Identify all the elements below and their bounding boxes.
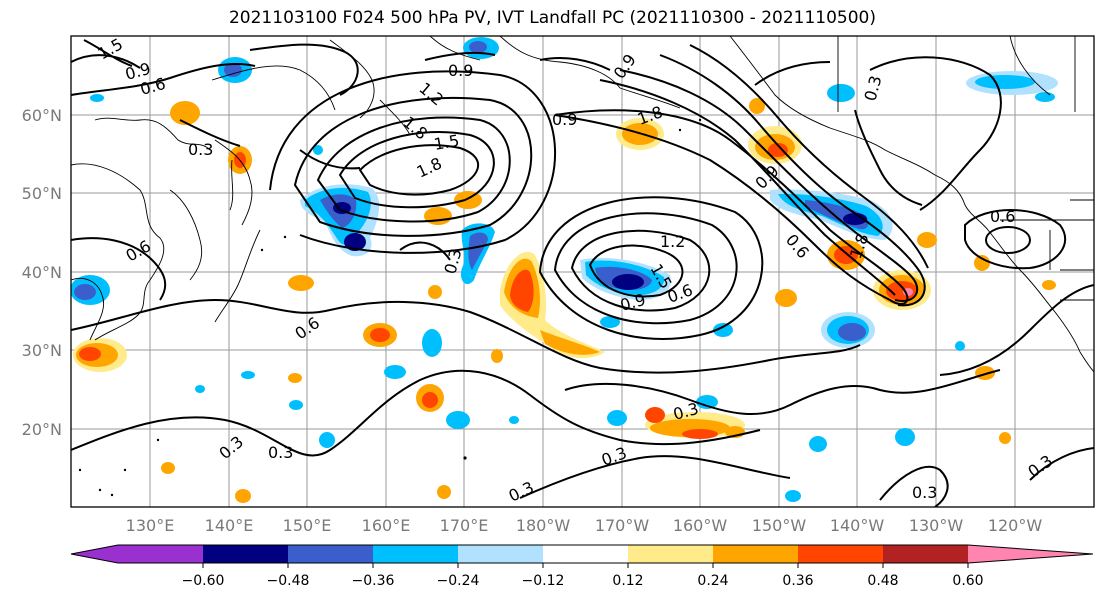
coastlines [71,36,1094,373]
lat-tick-60n: 60°N [22,106,62,125]
colorbar-swatch [458,545,543,563]
lon-tick-180w: 180°W [516,516,571,535]
contour-label: 0.6 [990,207,1015,226]
colorbar-label: 0.36 [782,573,813,589]
colorbar-swatch [118,545,203,563]
lat-tick-50n: 50°N [22,184,62,203]
lon-tick-170w: 170°W [595,516,650,535]
colorbar-swatch [713,545,798,563]
pv-contours [71,39,1094,507]
colorbar-label: −0.60 [182,573,225,589]
lon-tick-120w: 120°W [988,516,1043,535]
contour-label: 1.2 [660,232,685,251]
colorbar-swatch [628,545,713,563]
lon-tick-130w: 130°W [909,516,964,535]
lon-tick-170e: 170°E [440,516,489,535]
lat-tick-40n: 40°N [22,263,62,282]
colorbar-swatch [798,545,883,563]
lon-tick-140e: 140°E [205,516,254,535]
lon-tick-140w: 140°W [830,516,885,535]
colorbar-label: 0.12 [612,573,643,589]
contour-label: 0.9 [552,110,577,129]
lat-tick-30n: 30°N [22,341,62,360]
colorbar-label: −0.24 [437,573,480,589]
colorbar-label: −0.48 [267,573,310,589]
contour-label: 0.3 [188,140,213,159]
colorbar-swatch [543,545,628,563]
colorbar-label: 0.60 [952,573,983,589]
colorbar-label: −0.36 [352,573,395,589]
island-dots [78,118,702,497]
lon-tick-150w: 150°W [752,516,807,535]
lon-tick-160e: 160°E [362,516,411,535]
colorbar-label: 0.24 [697,573,728,589]
colorbar-label: −0.12 [522,573,565,589]
colorbar-swatch [373,545,458,563]
lon-tick-160w: 160°W [673,516,728,535]
map-title: 2021103100 F024 500 hPa PV, IVT Landfall… [228,8,876,28]
contour-label: 1.5 [432,131,460,154]
colorbar-label: 0.48 [867,573,898,589]
colorbar-extend-high [968,545,1093,563]
lon-tick-labels: 130°E 140°E 150°E 160°E 170°E 180°W 170°… [126,516,1043,535]
colorbar-swatch [883,545,968,563]
lat-tick-20n: 20°N [22,420,62,439]
contour-label: 0.3 [912,483,937,502]
colorbar-extend-low [71,545,118,563]
lon-tick-150e: 150°E [283,516,332,535]
contour-label: 0.3 [268,443,293,462]
lon-tick-130e: 130°E [126,516,175,535]
ivt-negative-anomalies [71,37,1058,502]
contour-label: 0.9 [448,61,473,80]
ivt-positive-anomalies [73,98,1056,503]
map-frame [70,35,1095,508]
colorbar: −0.60 −0.48 −0.36 −0.24 −0.12 0.12 0.24 … [70,544,1094,589]
lat-tick-labels: 60°N 50°N 40°N 30°N 20°N [22,106,62,439]
colorbar-swatch [288,545,373,563]
colorbar-swatch [203,545,288,563]
